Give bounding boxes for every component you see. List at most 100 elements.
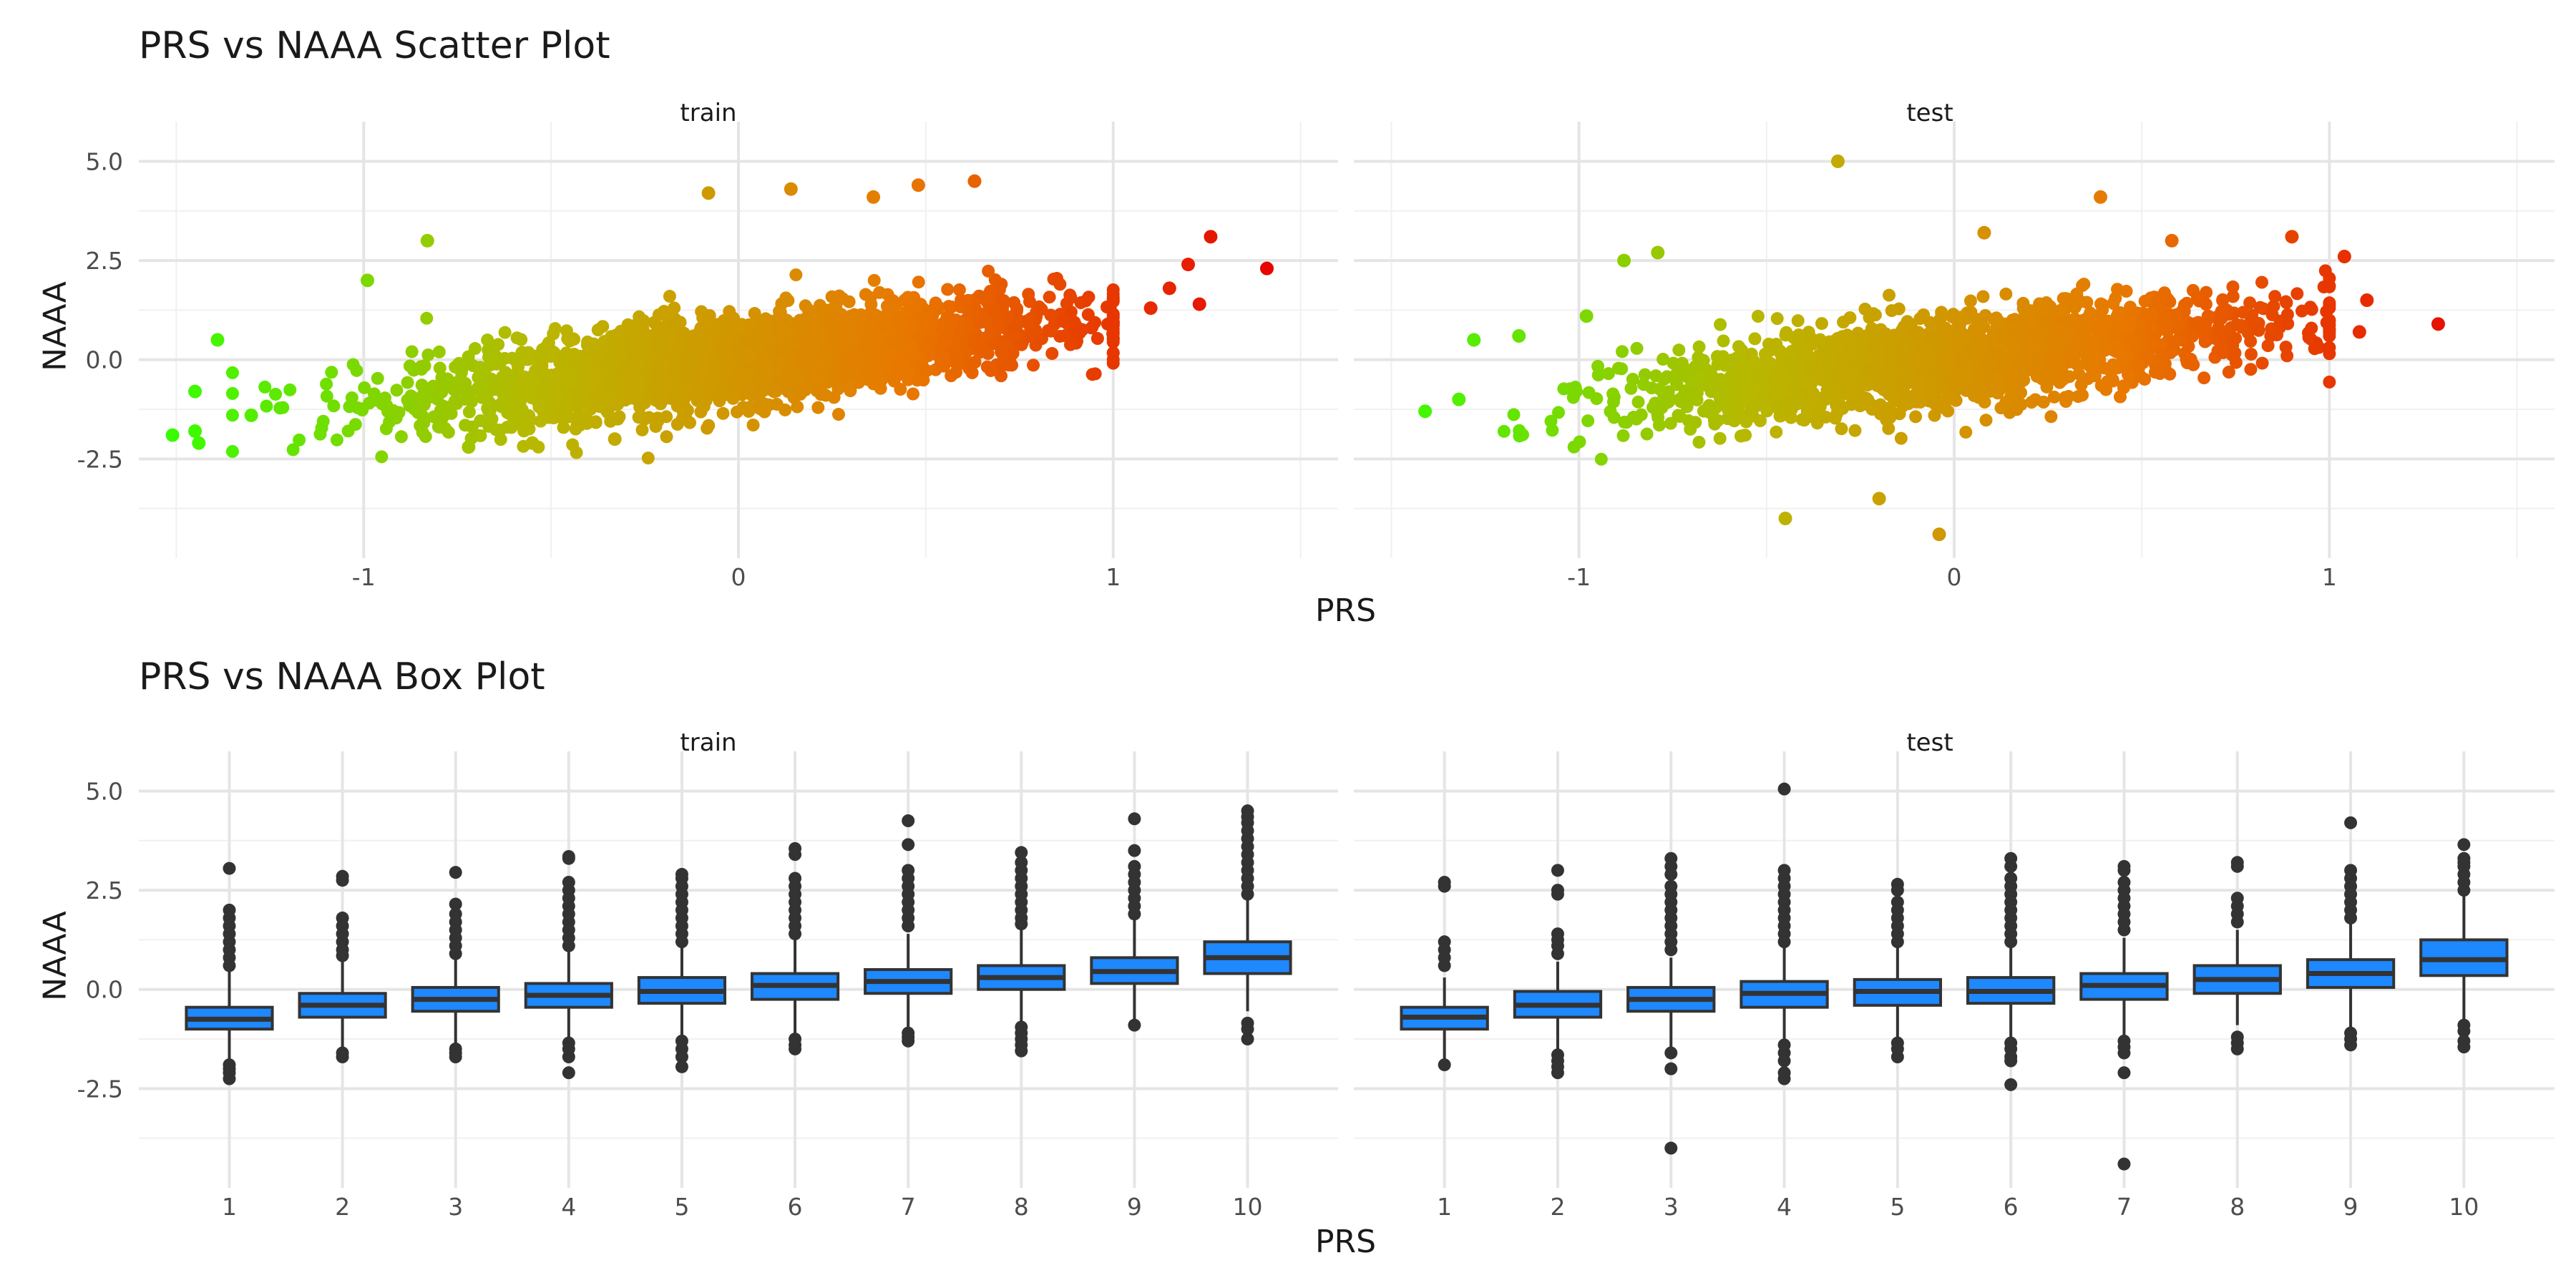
scatter-point (403, 399, 416, 413)
scatter-point (358, 381, 371, 394)
scatter-point (959, 295, 972, 308)
scatter-point (432, 345, 446, 358)
scatter-facet-test: test (1906, 99, 1953, 127)
scatter-point (1653, 382, 1667, 396)
box-outlier (562, 852, 575, 865)
scatter-point (593, 389, 607, 403)
scatter-point (325, 366, 338, 379)
scatter-point (1259, 261, 1274, 275)
scatter-point (1035, 303, 1048, 316)
scatter-point (557, 402, 570, 416)
scatter-point (1546, 424, 1559, 437)
scatter-point (2295, 304, 2308, 318)
scatter-point (992, 283, 1006, 296)
scatter-point (1652, 419, 1666, 432)
scatter-point (2193, 321, 2207, 334)
scatter-point (610, 398, 624, 411)
scatter-point (1837, 316, 1850, 329)
scatter-point (745, 320, 758, 333)
scatter-point (815, 330, 829, 343)
scatter-point (826, 301, 840, 315)
scatter-point (808, 318, 821, 331)
scatter-point (1917, 308, 1931, 321)
scatter-point (351, 401, 365, 414)
scatter-point (773, 305, 786, 318)
scatter-point (524, 414, 537, 427)
scatter-point (1991, 347, 2005, 361)
scatter-point (2255, 356, 2269, 370)
scatter-point (721, 325, 735, 338)
scatter-point (867, 190, 881, 204)
scatter-point (1883, 288, 1896, 302)
scatter-point (1979, 308, 1992, 322)
scatter-point (1710, 350, 1724, 364)
scatter-point (637, 314, 650, 328)
scatter-point (2279, 341, 2293, 354)
scatter-point (1779, 328, 1792, 342)
scatter-point (1840, 331, 1853, 345)
scatter-point (1620, 416, 1634, 429)
scatter-point (360, 273, 374, 288)
scatter-point (519, 377, 533, 391)
scatter-point (1872, 492, 1886, 506)
scatter-point (819, 389, 833, 402)
scatter-point (505, 409, 519, 422)
scatter-point (375, 450, 389, 464)
box-outlier (1128, 812, 1141, 826)
scatter-point (1047, 273, 1060, 286)
scatter-point (2152, 364, 2165, 377)
box-train-5 (637, 867, 727, 1073)
box-outlier (2004, 935, 2018, 949)
scatter-point (984, 364, 997, 377)
box-panel-train: 1 2 3 4 5 6 7 8 9 105.02.50.0-2.5 (77, 751, 1338, 1221)
scatter-point (832, 319, 846, 333)
scatter-point (893, 368, 907, 381)
box-outlier (1438, 1058, 1451, 1072)
box-outlier (2344, 1038, 2358, 1052)
scatter-point (2144, 321, 2157, 335)
scatter-x-tick-label: 0 (1947, 563, 1962, 591)
box-outlier (1551, 864, 1564, 877)
scatter-point (1737, 429, 1751, 442)
scatter-point (638, 332, 651, 346)
box-outlier (2004, 859, 2018, 873)
scatter-point (2165, 233, 2179, 248)
scatter-point (992, 320, 1006, 333)
scatter-point (722, 353, 736, 367)
scatter-point (2119, 285, 2133, 298)
scatter-point (2199, 298, 2212, 311)
scatter-point (1748, 332, 1762, 346)
scatter-point (1581, 414, 1595, 428)
scatter-point (770, 397, 784, 411)
scatter-point (786, 336, 799, 350)
box-x-tick-label: 10 (2449, 1193, 2479, 1221)
box-outlier (449, 1050, 462, 1063)
scatter-point (775, 345, 789, 358)
scatter-point (703, 308, 716, 322)
scatter-point (1769, 393, 1782, 406)
scatter-point (2323, 301, 2336, 315)
scatter-point (2308, 342, 2321, 356)
scatter-point (925, 334, 939, 348)
scatter-point (1908, 326, 1922, 340)
scatter-point (2145, 337, 2159, 351)
box-x-tick-label: 7 (901, 1193, 916, 1221)
scatter-point (688, 388, 702, 401)
scatter-point (525, 436, 540, 450)
box-y-tick-label: 5.0 (86, 777, 123, 805)
scatter-point (1921, 352, 1934, 366)
scatter-point (482, 404, 495, 418)
scatter-point (577, 356, 590, 370)
box-outlier (1128, 844, 1141, 857)
scatter-point (588, 346, 602, 359)
scatter-point (2054, 303, 2068, 317)
scatter-point (2065, 314, 2079, 328)
scatter-point (997, 294, 1010, 308)
scatter-point (1045, 347, 1059, 361)
scatter-point (1497, 424, 1511, 438)
scatter-point (1971, 338, 1984, 352)
scatter-point (811, 401, 825, 414)
scatter-point (779, 291, 793, 305)
scatter-point (1672, 393, 1686, 406)
